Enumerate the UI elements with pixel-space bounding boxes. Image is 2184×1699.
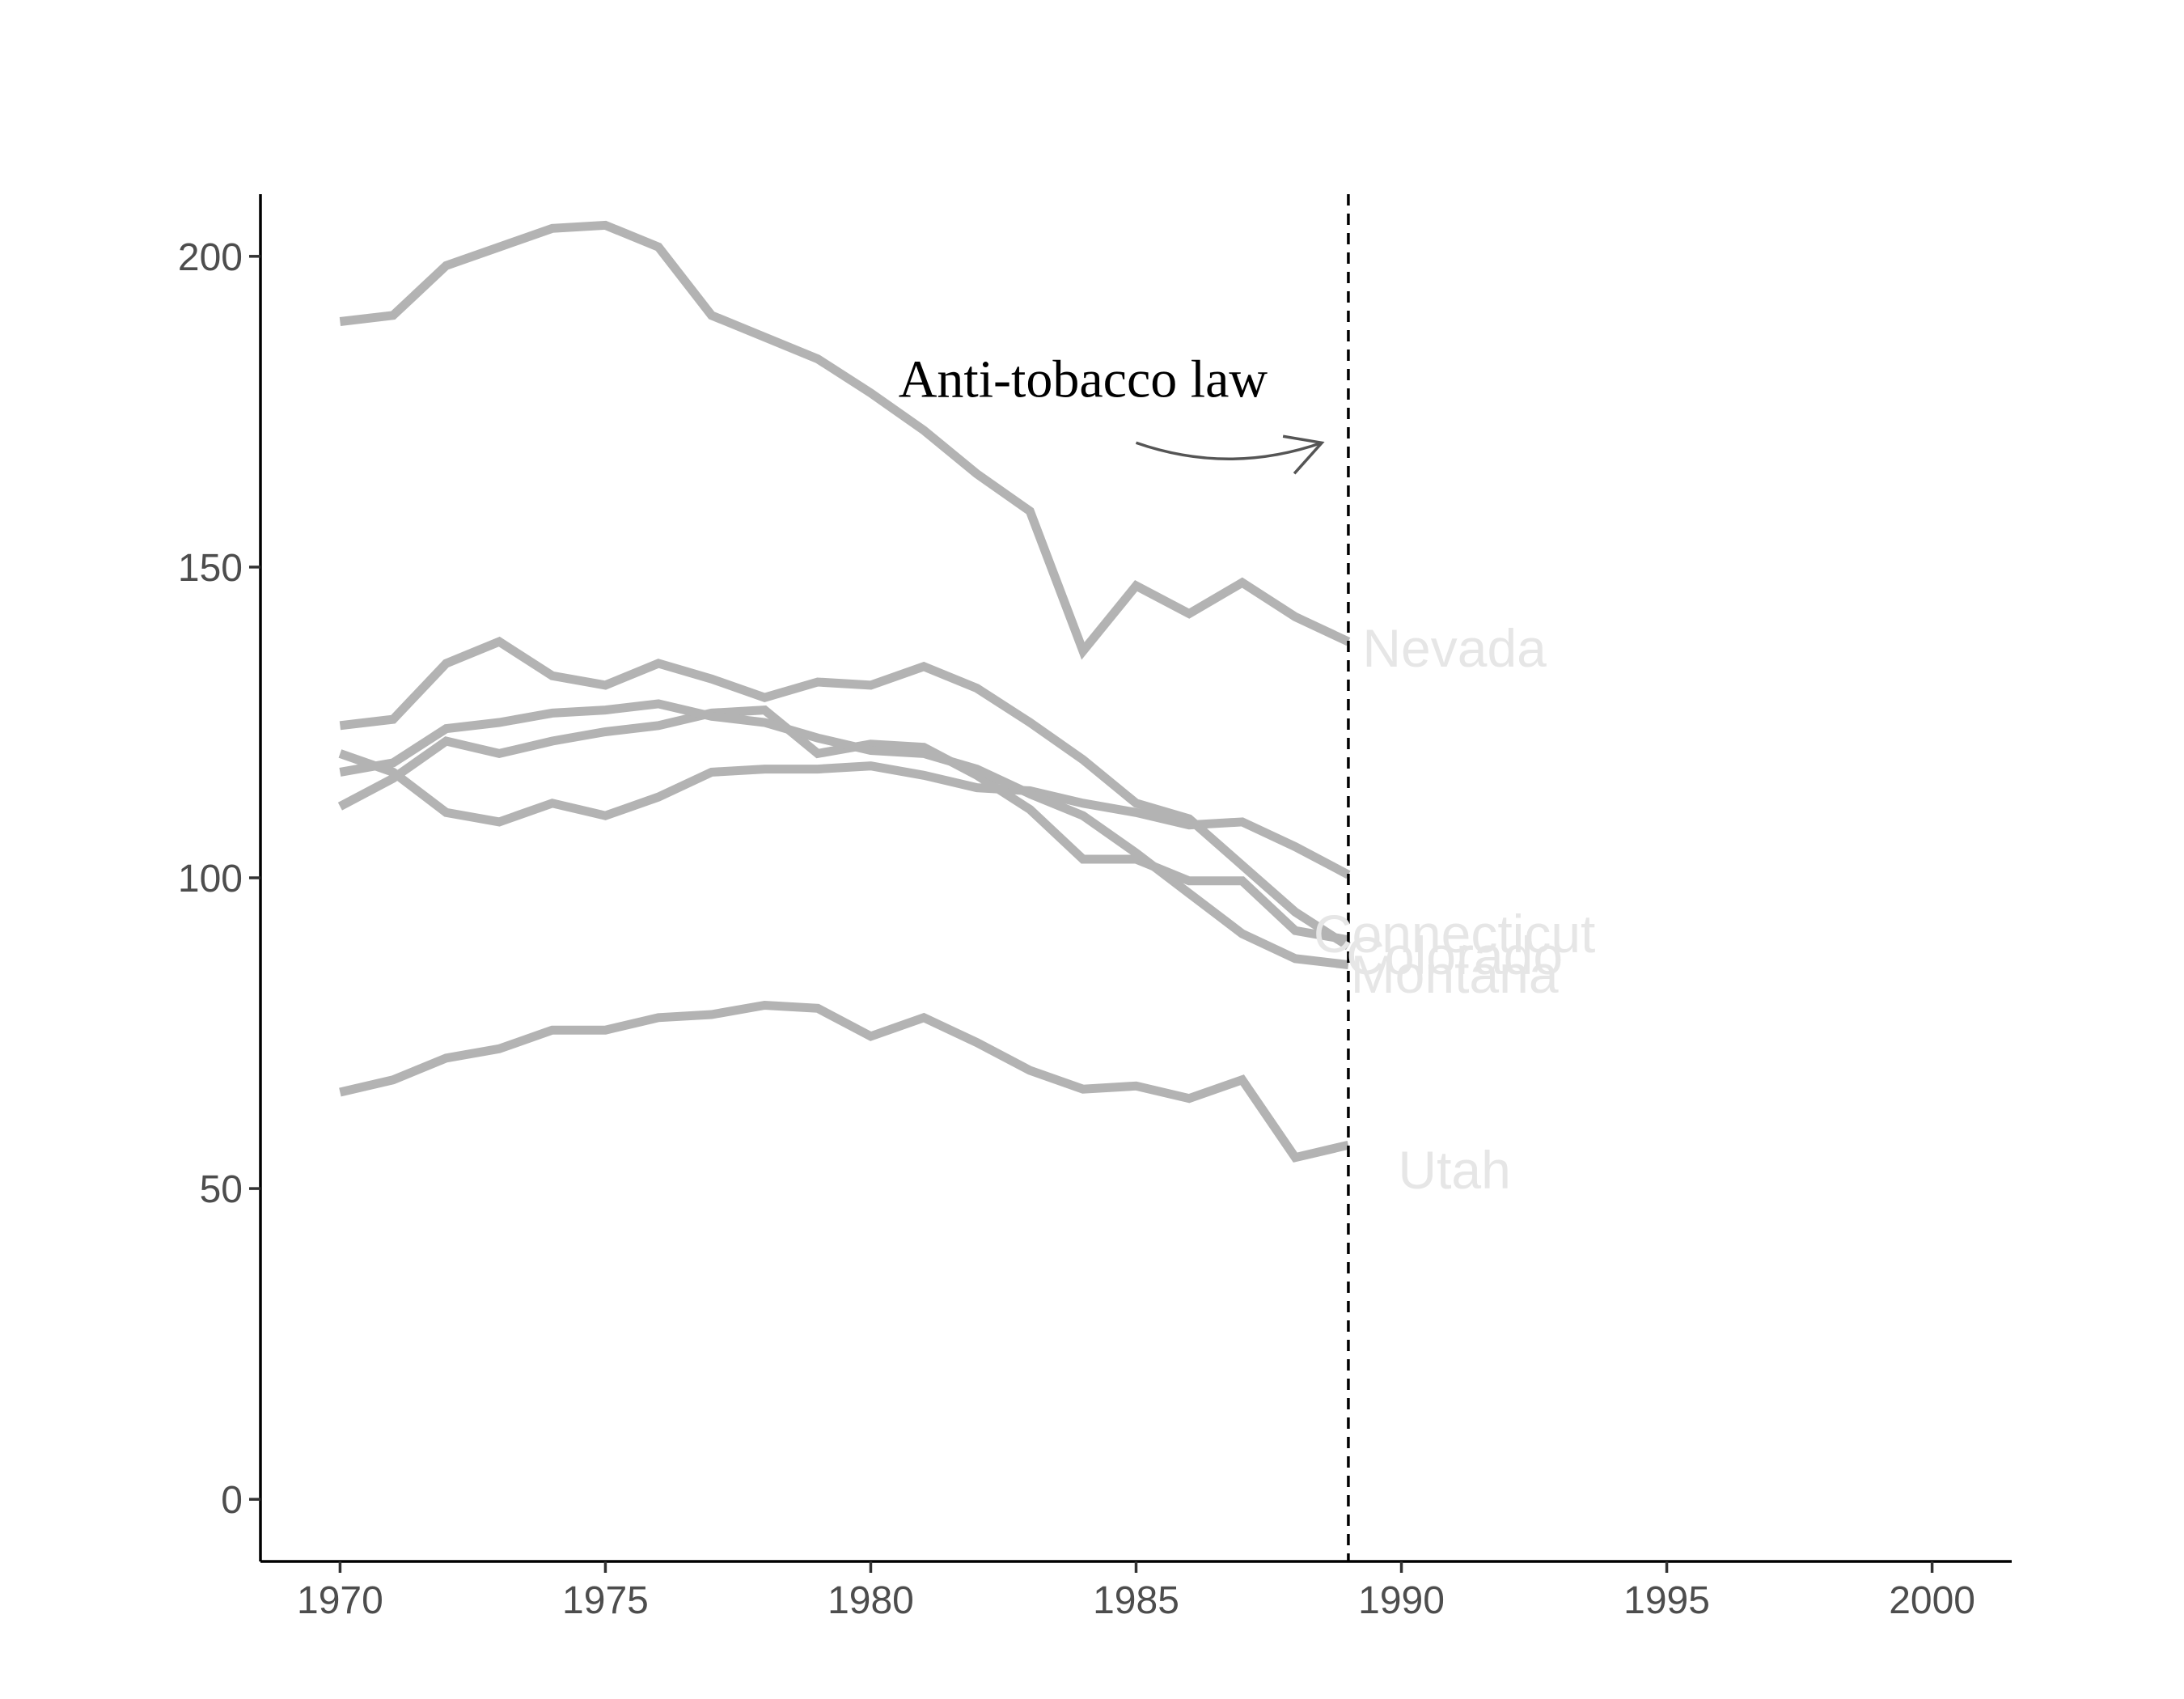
- x-tick-label: 1980: [827, 1579, 914, 1622]
- series-label-connecticut: Connecticut: [1314, 904, 1596, 964]
- series-label-utah: Utah: [1398, 1140, 1510, 1200]
- y-tick-label: 200: [178, 236, 243, 279]
- annotation-text: Anti-tobacco law: [899, 350, 1268, 409]
- y-tick-label: 150: [178, 547, 243, 590]
- x-tick-label: 2000: [1889, 1579, 1975, 1622]
- annotation: Anti-tobacco law: [899, 350, 1325, 475]
- x-tick-label: 1990: [1358, 1579, 1445, 1622]
- series-line-montana: [337, 705, 1349, 945]
- y-tick-label: 100: [178, 858, 243, 900]
- series-label-colorado: Colorado: [1346, 926, 1563, 985]
- x-ticks: 1970 1975 1980 1985 1990 1995 2000: [297, 1561, 1975, 1622]
- series-line-connecticut: [338, 749, 1351, 879]
- series-lines: [337, 220, 1351, 1163]
- y-tick-label: 50: [200, 1168, 243, 1211]
- series-label-nevada: Nevada: [1362, 618, 1547, 678]
- series-line-colorado: [339, 636, 1351, 951]
- series-line-utah: [339, 1000, 1350, 1163]
- x-tick-label: 1995: [1623, 1579, 1710, 1622]
- y-ticks: 0 50 100 150 200: [178, 236, 260, 1522]
- series-label-montana: Montana: [1351, 944, 1559, 1004]
- y-tick-label: 0: [221, 1479, 243, 1522]
- x-tick-label: 1975: [562, 1579, 649, 1622]
- series-line-nevada: [339, 220, 1351, 660]
- annotation-arrowhead: [1282, 434, 1325, 475]
- annotation-arrow: [1135, 441, 1323, 461]
- x-tick-label: 1970: [297, 1579, 383, 1622]
- series-line-unlabeled-4: [339, 699, 1349, 969]
- x-tick-label: 1985: [1093, 1579, 1179, 1622]
